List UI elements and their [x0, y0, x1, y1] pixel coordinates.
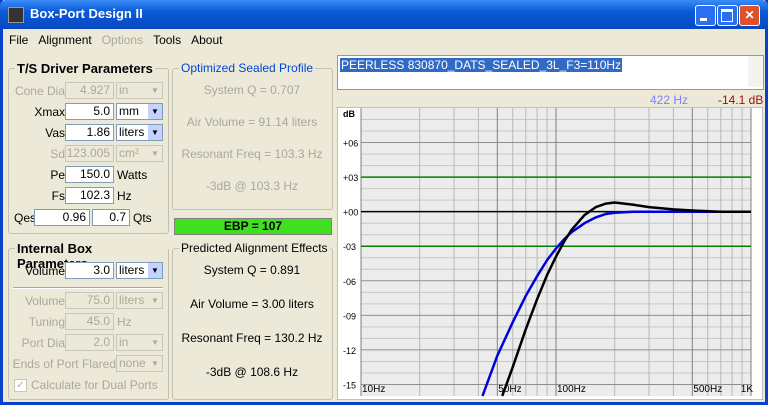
y-tick-label: -15 — [343, 380, 356, 390]
field-label: Fs — [51, 189, 65, 203]
cursor-level: -14.1 dB — [718, 93, 764, 107]
dropdown: liters ▼ — [116, 292, 163, 309]
group-title: Predicted Alignment Effects — [179, 241, 330, 255]
input-field: 75.0 — [65, 292, 114, 309]
input-field: 4.927 — [65, 82, 114, 99]
x-tick-label: 10Hz — [362, 384, 385, 395]
input-field[interactable]: 102.3 — [65, 187, 114, 204]
field-label: Xmax — [34, 105, 65, 119]
effect-line: System Q = 0.891 — [203, 263, 301, 277]
input-field[interactable]: 1.86 — [65, 124, 114, 141]
input-field: 45.0 — [65, 313, 114, 330]
optimized-group: Optimized Sealed Profile — [172, 61, 333, 210]
y-tick-label: +06 — [343, 139, 358, 149]
menu-item[interactable]: About — [191, 33, 223, 47]
dropdown: in ▼ — [116, 82, 163, 99]
separator — [13, 287, 163, 289]
driver-group: T/S Driver Parameters — [8, 61, 169, 234]
field-label: Qts — [133, 211, 152, 225]
y-tick-label: -03 — [343, 242, 356, 252]
driver-file-box[interactable]: PEERLESS 830870_DATS_SEALED_3L_F3=110Hz — [337, 55, 764, 90]
x-tick-label: 100Hz — [557, 384, 586, 395]
field-label: Pe — [50, 168, 65, 182]
dropdown: cm² ▼ — [116, 145, 163, 162]
dropdown: in ▼ — [116, 334, 163, 351]
input-field: 2.0 — [65, 334, 114, 351]
checkbox: ✓ — [14, 379, 27, 392]
app-icon — [8, 7, 24, 23]
dropdown-arrow[interactable]: ▼ — [148, 125, 162, 140]
y-tick-label: -09 — [343, 311, 356, 321]
dropdown-arrow: ▼ — [148, 356, 162, 371]
dropdown-arrow[interactable]: ▼ — [148, 104, 162, 119]
driver-file: PEERLESS 830870_DATS_SEALED_3L_F3=110Hz — [340, 58, 623, 72]
menu-item[interactable]: Tools — [153, 33, 182, 47]
unit-label: Watts — [117, 168, 148, 182]
window-title: Box-Port Design II — [30, 6, 143, 21]
dropdown[interactable]: liters ▼ — [116, 124, 163, 141]
field-label: Volume — [24, 294, 65, 308]
maximize-button[interactable] — [717, 5, 738, 26]
x-tick-label: 500Hz — [693, 384, 722, 395]
dropdown-arrow: ▼ — [148, 146, 162, 161]
profile-line: Resonant Freq = 103.3 Hz — [181, 147, 323, 161]
unit-label: Hz — [117, 189, 132, 203]
field-label: Vas — [45, 126, 65, 140]
menu-item[interactable]: Options — [101, 33, 144, 47]
profile-line: System Q = 0.707 — [203, 83, 301, 97]
profile-line: -3dB @ 103.3 Hz — [205, 179, 299, 193]
minimize-button[interactable] — [695, 5, 716, 26]
menu-item[interactable]: File — [9, 33, 29, 47]
field-label: Sd — [50, 147, 65, 161]
y-axis-label: dB — [343, 109, 355, 119]
y-tick-label: +00 — [343, 208, 358, 218]
group-title: Optimized Sealed Profile — [179, 61, 316, 75]
field-label: Qes — [14, 211, 37, 225]
dropdown-arrow: ▼ — [148, 83, 162, 98]
y-tick-label: -06 — [343, 277, 356, 287]
effect-line: Air Volume = 3.00 liters — [190, 297, 314, 311]
checkbox-label: Calculate for Dual Ports — [31, 378, 158, 392]
input-field[interactable]: 0.96 — [34, 209, 90, 226]
input-field[interactable]: 0.7 — [92, 209, 130, 226]
unit-label: Hz — [117, 315, 132, 329]
profile-line: Air Volume = 91.14 liters — [186, 115, 318, 129]
input-field: 123.005 — [65, 145, 114, 162]
field-label: Volume — [24, 264, 65, 278]
dropdown-arrow: ▼ — [148, 293, 162, 308]
group-title: T/S Driver Parameters — [15, 61, 155, 76]
close-button[interactable]: ✕ — [739, 5, 760, 26]
effect-line: -3dB @ 108.6 Hz — [205, 365, 299, 379]
menu-bar: File Alignment Options Tools About — [3, 30, 765, 50]
y-tick-label: -12 — [343, 346, 356, 356]
field-label: Port Dia — [21, 336, 65, 350]
field-label: Tuning — [28, 315, 65, 329]
y-tick-label: +03 — [343, 173, 358, 183]
title-bar: Box-Port Design II ✕ — [0, 0, 768, 29]
dropdown[interactable]: liters ▼ — [116, 262, 163, 279]
dropdown-arrow: ▼ — [148, 335, 162, 350]
menu-item[interactable]: Alignment — [38, 33, 92, 47]
input-field[interactable]: 3.0 — [65, 262, 114, 279]
dropdown[interactable]: mm ▼ — [116, 103, 163, 120]
response-curve — [501, 201, 751, 397]
input-field[interactable]: 150.0 — [65, 166, 114, 183]
field-label: Ends of Port Flared — [12, 357, 116, 371]
scrollbar[interactable] — [748, 56, 763, 87]
x-tick-label: 50Hz — [498, 384, 521, 395]
dropdown-arrow[interactable]: ▼ — [148, 263, 162, 278]
response-chart: +06 +03 +00 -03 -06 -09 -12 -15 10Hz 50Hz 100Hz 500… — [337, 107, 763, 400]
field-label: Cone Dia — [14, 84, 65, 98]
input-field[interactable]: 5.0 — [65, 103, 114, 120]
cursor-freq: 422 Hz — [650, 93, 689, 107]
dropdown: none ▼ — [116, 355, 163, 372]
x-tick-label: 1K — [741, 384, 754, 395]
ebp-indicator: EBP = 107 — [174, 218, 332, 235]
effect-line: Resonant Freq = 130.2 Hz — [181, 331, 323, 345]
predicted-group: Predicted Alignment Effects — [172, 241, 333, 400]
